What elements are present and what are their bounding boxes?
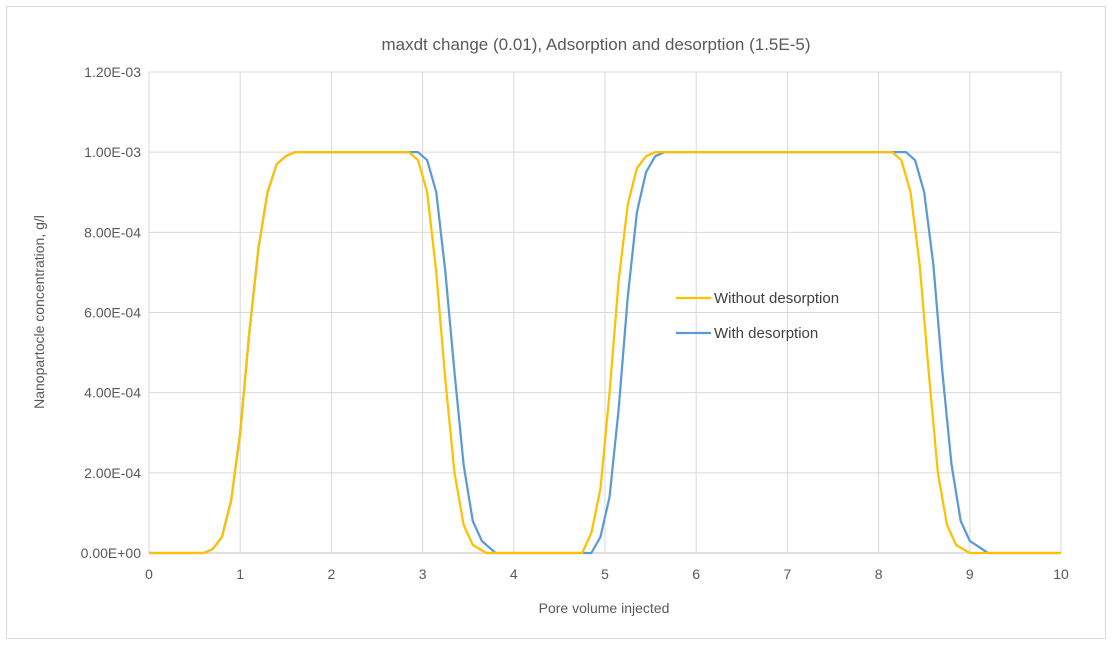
y-tick-label: 4.00E-04 (84, 385, 141, 401)
legend-entry-label: With desorption (714, 325, 818, 342)
y-tick-label: 1.20E-03 (84, 64, 141, 80)
x-tick-label: 8 (875, 566, 883, 582)
x-tick-label: 3 (419, 566, 427, 582)
x-tick-label: 4 (510, 566, 518, 582)
chart-title: maxdt change (0.01), Adsorption and deso… (381, 35, 810, 54)
y-tick-label: 6.00E-04 (84, 305, 141, 321)
x-tick-label: 2 (328, 566, 336, 582)
x-axis-ticks: 0 1 2 3 4 5 6 7 8 9 10 (145, 566, 1069, 582)
y-tick-label: 1.00E-03 (84, 144, 141, 160)
x-tick-label: 6 (692, 566, 700, 582)
x-tick-label: 10 (1053, 566, 1069, 582)
series-lines (149, 151, 1061, 555)
y-axis-ticks: 0.00E+00 2.00E-04 4.00E-04 6.00E-04 8.00E-04… (81, 64, 142, 561)
x-tick-label: 7 (784, 566, 792, 582)
legend-entry-label: Without desorption (714, 290, 839, 307)
y-axis-label: Nanopartocle concentration, g/l (31, 215, 47, 409)
y-tick-label: 0.00E+00 (81, 545, 142, 561)
x-tick-label: 9 (966, 566, 974, 582)
chart-area (6, 6, 1106, 639)
y-tick-label: 8.00E-04 (84, 224, 141, 240)
x-tick-label: 0 (145, 566, 153, 582)
legend: Without desorption With desorption (676, 290, 839, 342)
y-tick-label: 2.00E-04 (84, 465, 141, 481)
series-line-without-desorption (149, 151, 1061, 555)
x-axis-label: Pore volume injected (539, 600, 670, 616)
x-tick-label: 5 (601, 566, 609, 582)
x-tick-label: 1 (236, 566, 244, 582)
